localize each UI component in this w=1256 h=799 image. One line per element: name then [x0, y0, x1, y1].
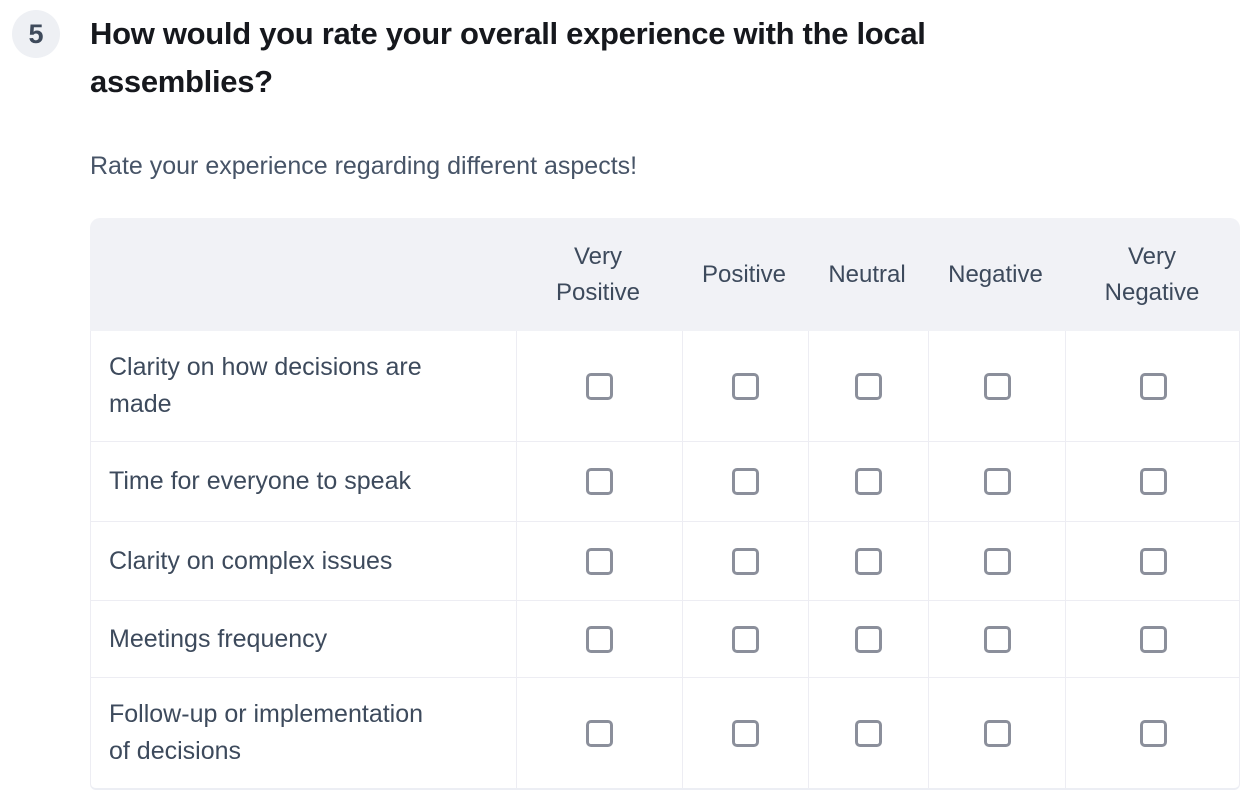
- matrix-checkbox[interactable]: [732, 547, 759, 575]
- rating-matrix: Very Positive Positive Neutral Negative …: [90, 218, 1240, 790]
- answer-cell: [928, 331, 1065, 441]
- answer-cell: [682, 601, 808, 677]
- question-header: 5 How would you rate your overall experi…: [0, 0, 1256, 106]
- matrix-checkbox[interactable]: [586, 372, 613, 400]
- row-label: Meetings frequency: [109, 624, 328, 653]
- row-label-cell: Clarity on how decisions are made: [91, 331, 516, 441]
- question-title: How would you rate your overall experien…: [90, 16, 926, 99]
- matrix-checkbox[interactable]: [1140, 372, 1167, 400]
- matrix-checkbox[interactable]: [855, 625, 882, 653]
- answer-cell: [928, 678, 1065, 788]
- matrix-checkbox[interactable]: [586, 719, 613, 747]
- matrix-checkbox[interactable]: [983, 547, 1011, 575]
- matrix-checkbox[interactable]: [855, 468, 882, 495]
- answer-cell: [808, 522, 928, 600]
- answer-cell: [808, 442, 928, 521]
- column-header-negative: Negative: [927, 257, 1064, 293]
- row-label: Clarity on how decisions are made: [109, 353, 422, 418]
- matrix-body: Clarity on how decisions are made Time f…: [90, 331, 1240, 790]
- table-row: Follow-up or implementation of decisions: [91, 678, 1239, 788]
- matrix-header-row: Very Positive Positive Neutral Negative …: [90, 218, 1240, 331]
- column-header-neutral: Neutral: [807, 257, 927, 293]
- column-header-label: Negative: [948, 260, 1043, 288]
- column-header-label: Very Positive: [555, 242, 641, 306]
- matrix-checkbox[interactable]: [855, 547, 882, 575]
- matrix-checkbox[interactable]: [586, 547, 613, 575]
- answer-cell: [928, 522, 1065, 600]
- matrix-checkbox[interactable]: [983, 719, 1011, 747]
- row-label-cell: Meetings frequency: [91, 601, 516, 677]
- matrix-checkbox[interactable]: [983, 468, 1011, 495]
- answer-cell: [1065, 601, 1241, 677]
- answer-cell: [516, 442, 682, 521]
- row-label: Clarity on complex issues: [109, 546, 393, 575]
- answer-cell: [808, 601, 928, 677]
- row-label-cell: Clarity on complex issues: [91, 522, 516, 600]
- answer-cell: [682, 442, 808, 521]
- answer-cell: [516, 678, 682, 788]
- column-header-positive: Positive: [681, 257, 807, 293]
- answer-cell: [682, 522, 808, 600]
- answer-cell: [808, 331, 928, 441]
- row-label: Time for everyone to speak: [109, 467, 411, 495]
- answer-cell: [516, 601, 682, 677]
- column-header-label: Positive: [701, 260, 787, 288]
- matrix-checkbox[interactable]: [1140, 625, 1167, 653]
- answer-cell: [1065, 331, 1241, 441]
- answer-cell: [682, 331, 808, 441]
- matrix-checkbox[interactable]: [732, 468, 759, 495]
- table-row: Clarity on complex issues: [91, 522, 1239, 601]
- matrix-checkbox[interactable]: [1140, 468, 1167, 495]
- answer-cell: [808, 678, 928, 788]
- matrix-checkbox[interactable]: [732, 372, 759, 400]
- matrix-checkbox[interactable]: [1140, 719, 1167, 747]
- column-header-very-positive: Very Positive: [515, 239, 681, 311]
- table-row: Time for everyone to speak: [91, 442, 1239, 522]
- answer-cell: [516, 331, 682, 441]
- answer-cell: [928, 442, 1065, 521]
- column-header-very-negative: Very Negative: [1064, 239, 1240, 311]
- answer-cell: [1065, 678, 1241, 788]
- answer-cell: [1065, 522, 1241, 600]
- column-header-label: Neutral: [828, 260, 906, 288]
- matrix-checkbox[interactable]: [983, 372, 1011, 400]
- matrix-checkbox[interactable]: [586, 625, 613, 653]
- matrix-checkbox[interactable]: [855, 372, 882, 400]
- question-subtitle: Rate your experience regarding different…: [90, 152, 638, 180]
- column-header-label: Very Negative: [1104, 242, 1200, 306]
- matrix-checkbox[interactable]: [1140, 547, 1167, 575]
- answer-cell: [928, 601, 1065, 677]
- matrix-checkbox[interactable]: [732, 719, 759, 747]
- matrix-checkbox[interactable]: [855, 719, 882, 747]
- table-row: Clarity on how decisions are made: [91, 331, 1239, 442]
- matrix-checkbox[interactable]: [983, 625, 1011, 653]
- table-row: Meetings frequency: [91, 601, 1239, 678]
- matrix-checkbox[interactable]: [586, 468, 613, 495]
- answer-cell: [516, 522, 682, 600]
- question-number-badge: 5: [12, 10, 60, 58]
- answer-cell: [1065, 442, 1241, 521]
- row-label-cell: Follow-up or implementation of decisions: [91, 678, 516, 788]
- matrix-checkbox[interactable]: [732, 625, 759, 653]
- answer-cell: [682, 678, 808, 788]
- row-label-cell: Time for everyone to speak: [91, 442, 516, 521]
- row-label: Follow-up or implementation of decisions: [109, 700, 424, 765]
